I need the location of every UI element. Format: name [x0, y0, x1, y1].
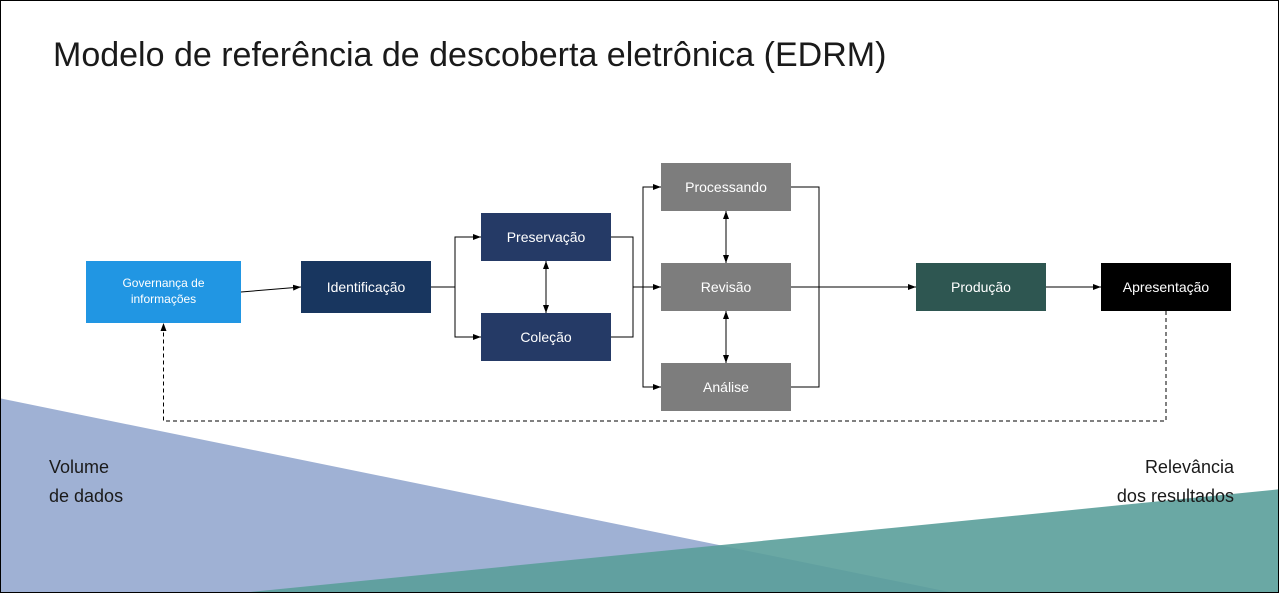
node-processing: Processando	[661, 163, 791, 211]
volume-label: Volume de dados	[49, 453, 123, 511]
node-review: Revisão	[661, 263, 791, 311]
node-collection: Coleção	[481, 313, 611, 361]
relevance-label-line1: Relevância	[1117, 453, 1234, 482]
node-production: Produção	[916, 263, 1046, 311]
node-analysis: Análise	[661, 363, 791, 411]
relevance-label-line2: dos resultados	[1117, 482, 1234, 511]
node-identification: Identificação	[301, 261, 431, 313]
node-presentation: Apresentação	[1101, 263, 1231, 311]
node-governance: Governança de informações	[86, 261, 241, 323]
node-preservation: Preservação	[481, 213, 611, 261]
volume-label-line2: de dados	[49, 482, 123, 511]
relevance-label: Relevância dos resultados	[1117, 453, 1234, 511]
page-title: Modelo de referência de descoberta eletr…	[53, 36, 886, 75]
volume-label-line1: Volume	[49, 453, 123, 482]
